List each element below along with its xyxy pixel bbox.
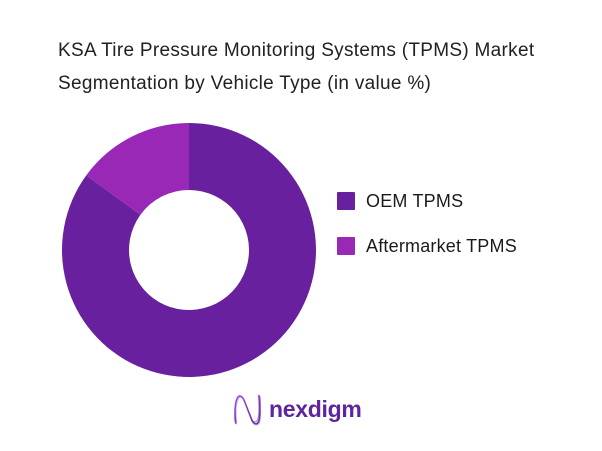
donut-segment-aftermarket-tpms	[86, 123, 189, 215]
legend-swatch-oem-icon	[337, 192, 355, 210]
donut-chart	[61, 123, 316, 377]
chart-title: KSA Tire Pressure Monitoring Systems (TP…	[58, 40, 535, 94]
legend-swatch-aftermarket-icon	[337, 237, 355, 255]
legend-label-oem: OEM TPMS	[366, 190, 464, 211]
legend: OEM TPMS Aftermarket TPMS	[337, 190, 517, 256]
brand-footer: nexdigm	[231, 389, 362, 429]
legend-label-aftermarket: Aftermarket TPMS	[366, 235, 517, 256]
brand-name: nexdigm	[269, 396, 362, 422]
nexdigm-logo-icon	[234, 394, 262, 426]
legend-item-oem-tpms: OEM TPMS	[337, 190, 517, 211]
legend-item-aftermarket-tpms: Aftermarket TPMS	[337, 235, 517, 256]
donut-segment-oem-tpms	[61, 123, 316, 377]
